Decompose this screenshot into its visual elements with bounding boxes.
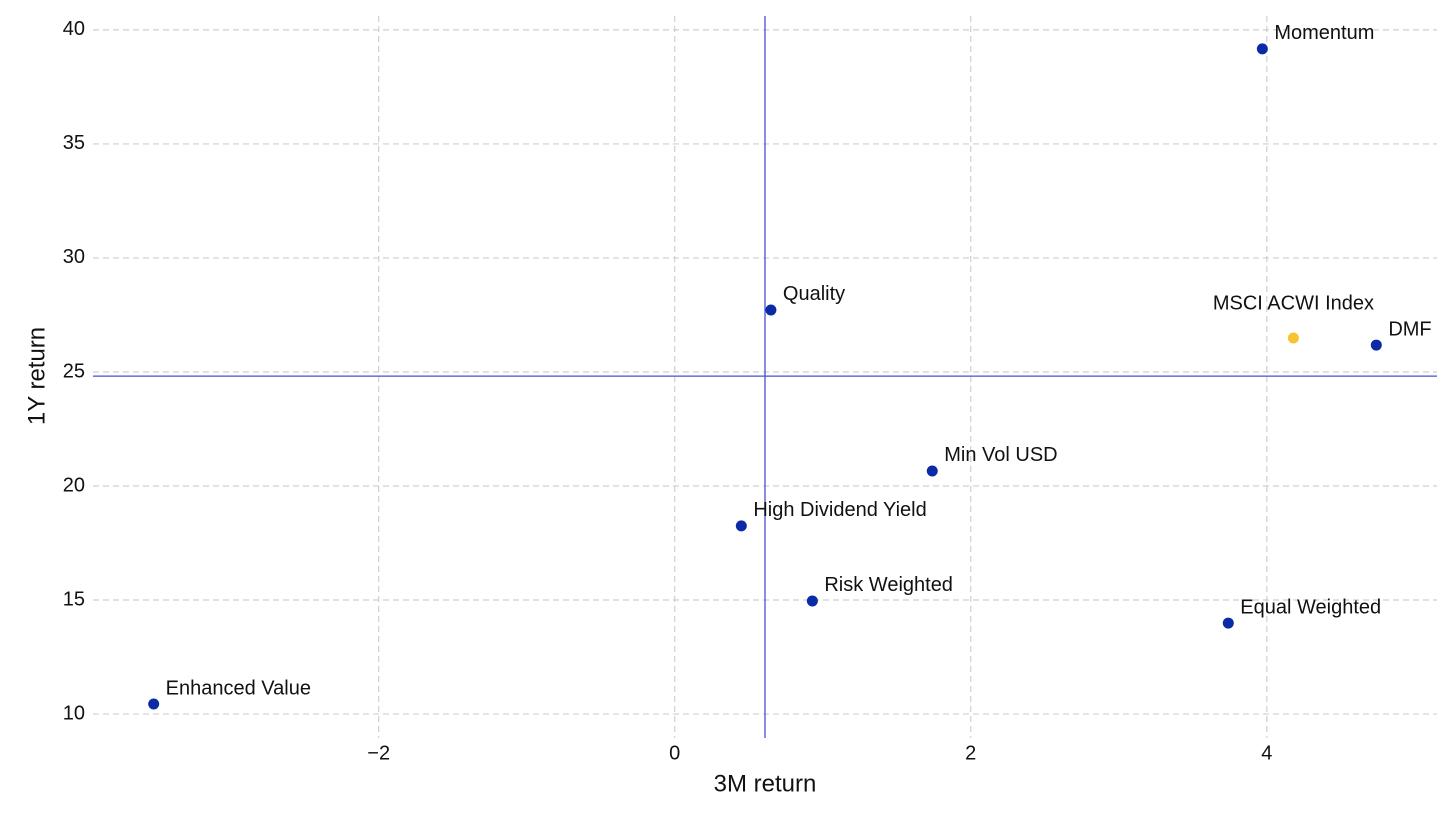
point-label: Risk Weighted	[824, 574, 953, 596]
point-label: Equal Weighted	[1240, 596, 1381, 618]
point	[1222, 617, 1234, 629]
y-tick-label: 25	[63, 360, 85, 382]
point	[1256, 43, 1268, 55]
y-tick-label: 40	[63, 18, 85, 40]
point-label: High Dividend Yield	[753, 499, 926, 521]
point	[1287, 332, 1299, 344]
y-tick-label: 10	[63, 702, 85, 724]
x-tick-label: −2	[367, 742, 390, 764]
point	[1370, 339, 1382, 351]
y-tick-label: 20	[63, 474, 85, 496]
point-label: Momentum	[1274, 22, 1374, 44]
x-axis-label: 3M return	[714, 770, 817, 797]
x-tick-label: 4	[1261, 742, 1272, 764]
y-tick-label: 35	[63, 132, 85, 154]
point-label: Min Vol USD	[944, 444, 1057, 466]
x-tick-label: 2	[965, 742, 976, 764]
x-tick-label: 0	[669, 742, 680, 764]
point-label: DMF	[1388, 318, 1431, 340]
y-tick-label: 30	[63, 246, 85, 268]
y-axis-label: 1Y return	[23, 327, 50, 425]
point	[806, 595, 818, 607]
point	[926, 465, 938, 477]
point	[735, 520, 747, 532]
point-label: Quality	[783, 283, 845, 305]
point-label: Enhanced Value	[166, 677, 311, 699]
point	[148, 698, 160, 710]
point	[765, 304, 777, 316]
point-label: MSCI ACWI Index	[1213, 292, 1374, 314]
y-tick-label: 15	[63, 588, 85, 610]
